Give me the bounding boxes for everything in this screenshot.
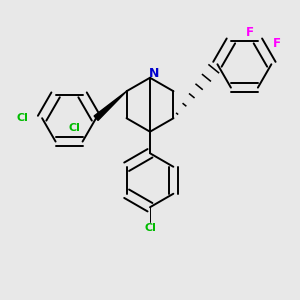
Text: N: N (149, 68, 159, 80)
Text: F: F (273, 37, 281, 50)
Text: Cl: Cl (17, 113, 28, 123)
Text: Cl: Cl (68, 124, 80, 134)
Text: F: F (246, 26, 254, 39)
Text: Cl: Cl (144, 224, 156, 233)
Polygon shape (94, 91, 127, 120)
